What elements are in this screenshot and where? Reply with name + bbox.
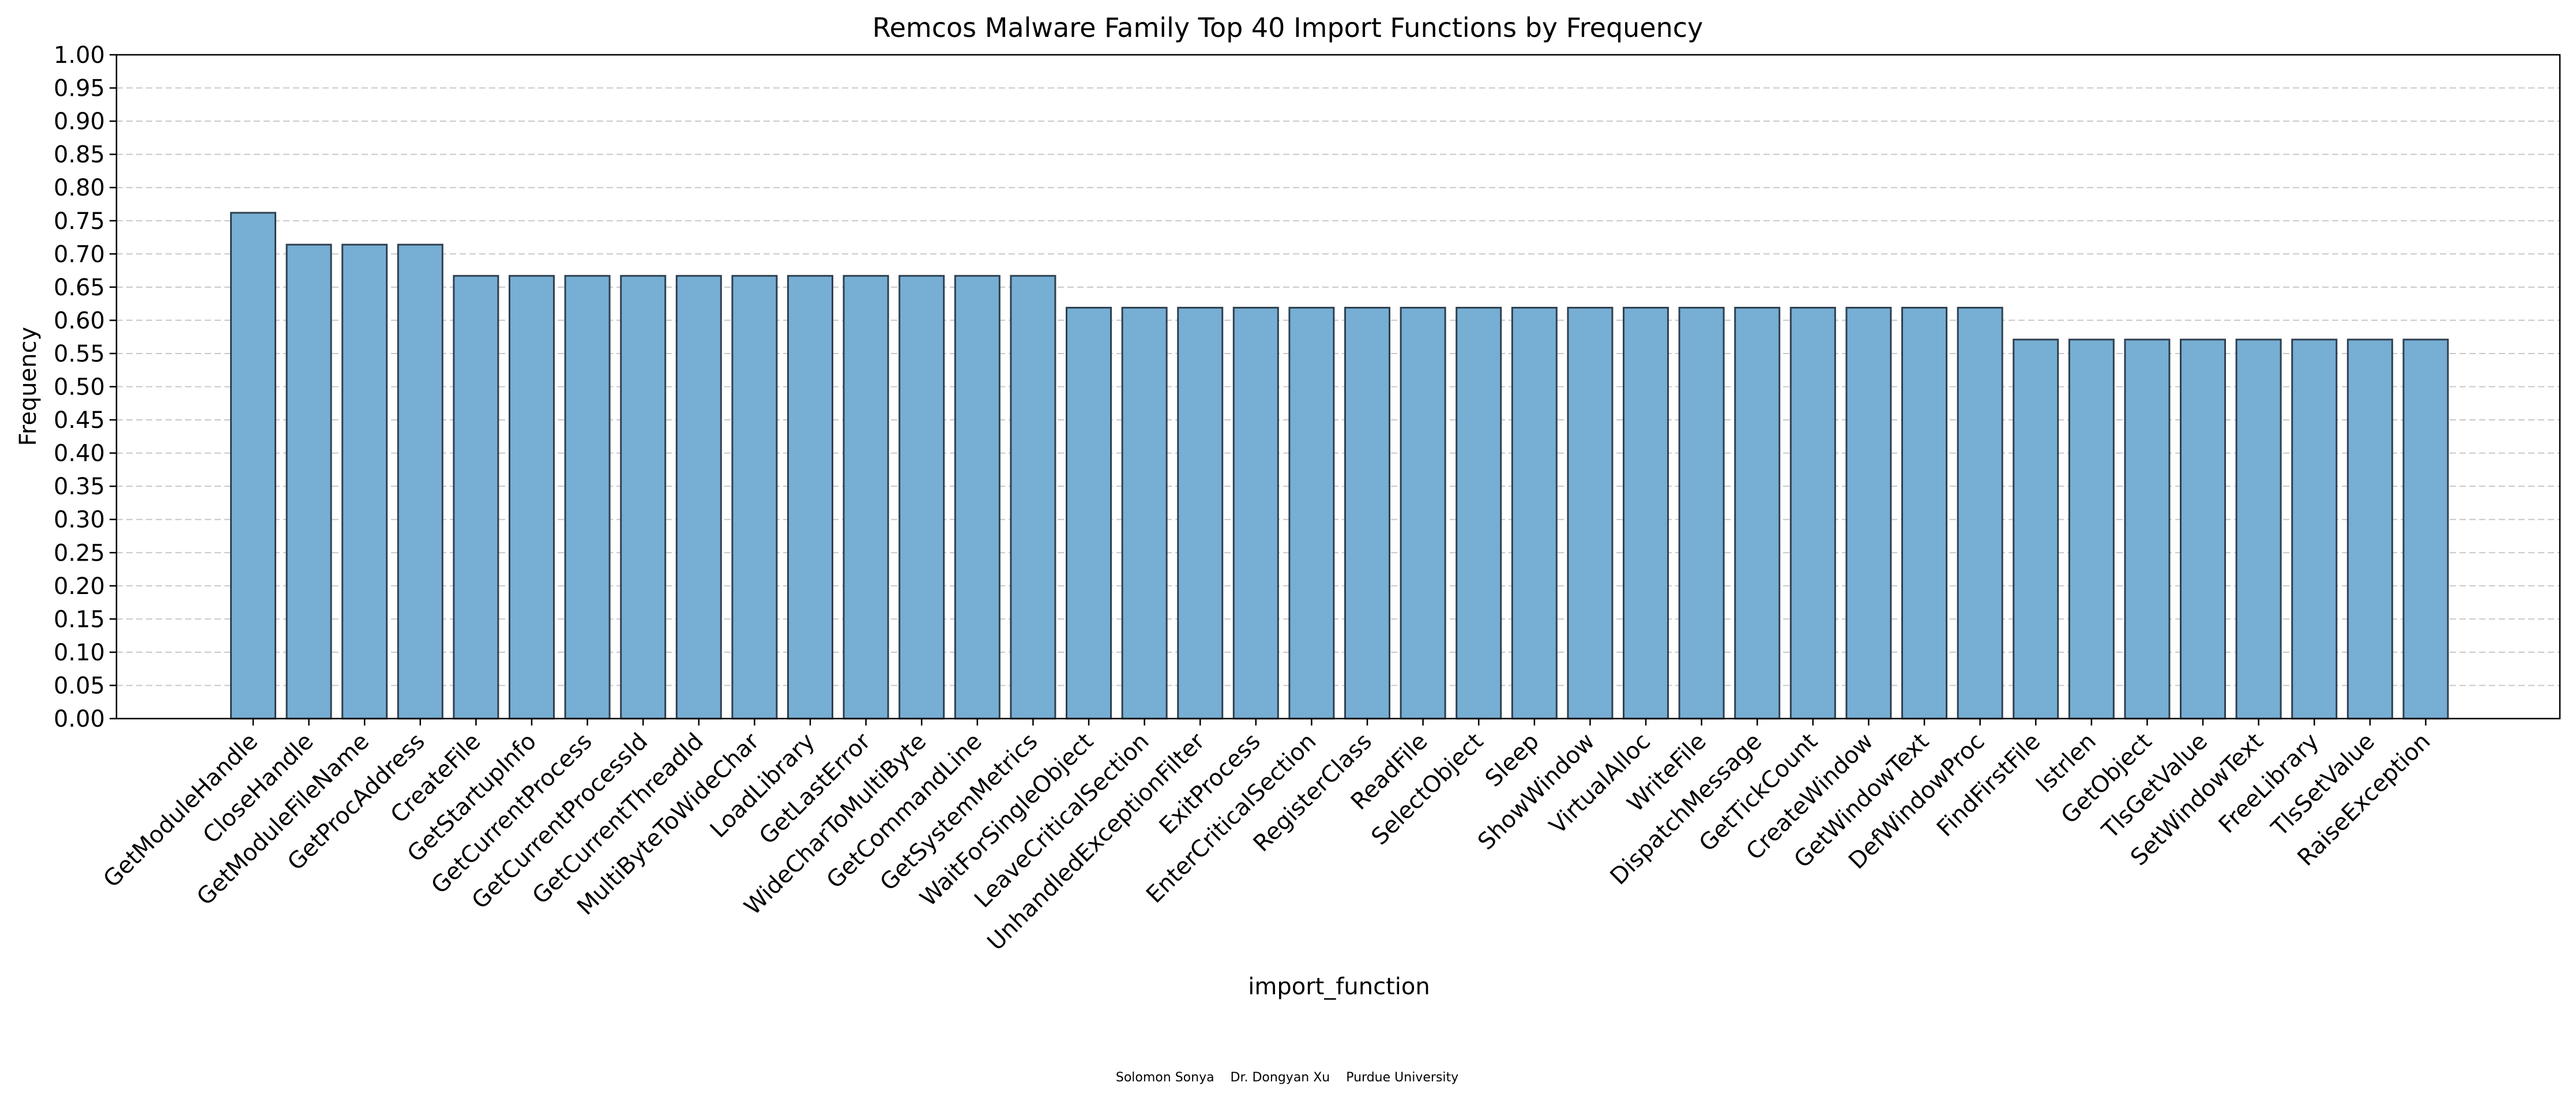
bar <box>1623 307 1669 720</box>
y-tick-label: 0.15 <box>54 606 105 633</box>
bar <box>1511 307 1558 720</box>
bar <box>2235 339 2282 720</box>
y-tick-label: 0.25 <box>54 540 105 566</box>
bar <box>1121 307 1168 720</box>
bar <box>1845 307 1892 720</box>
bar <box>1400 307 1446 720</box>
bar <box>1010 275 1056 720</box>
bar <box>731 275 778 720</box>
y-tick-label: 0.90 <box>54 108 105 135</box>
y-axis-ticks: 0.00 0.05 0.10 0.15 0.20 0.25 0.30 0.35 0.40 0.45… <box>54 42 116 732</box>
bar <box>453 275 499 720</box>
y-tick-label: 0.45 <box>54 407 105 434</box>
bar <box>230 212 276 720</box>
bar <box>1066 307 1112 720</box>
y-tick-label: 0.10 <box>54 640 105 666</box>
x-axis-label: import_function <box>1248 974 1430 1000</box>
bar <box>1232 307 1279 720</box>
bar <box>1734 307 1781 720</box>
bar <box>1344 307 1390 720</box>
y-tick-label: 0.20 <box>54 573 105 600</box>
bar <box>1456 307 1502 720</box>
bar <box>2346 339 2393 720</box>
y-tick-label: 0.00 <box>54 706 105 732</box>
y-tick-label: 0.05 <box>54 672 105 699</box>
bars <box>230 212 2449 720</box>
bar <box>954 275 1001 720</box>
bar <box>397 243 443 720</box>
bar <box>1957 307 2003 720</box>
bar <box>1288 307 1335 720</box>
bar <box>1789 307 1836 720</box>
y-tick-label: 0.50 <box>54 374 105 401</box>
bar <box>620 275 667 720</box>
bar <box>1901 307 1947 720</box>
credits-text: Solomon Sonya Dr. Dongyan Xu Purdue Univ… <box>1116 1070 1458 1085</box>
y-tick-label: 0.40 <box>54 441 105 467</box>
bar <box>285 243 332 720</box>
y-tick-label: 0.75 <box>54 208 105 235</box>
y-tick-label: 0.80 <box>54 175 105 201</box>
bar <box>2013 339 2059 720</box>
y-tick-label: 1.00 <box>54 42 105 69</box>
y-tick-label: 0.95 <box>54 76 105 102</box>
bar <box>843 275 889 720</box>
y-tick-label: 0.30 <box>54 507 105 533</box>
bar <box>2291 339 2338 720</box>
bar <box>898 275 945 720</box>
y-axis-label: Frequency <box>15 327 42 446</box>
bar <box>1678 307 1725 720</box>
y-tick-label: 0.60 <box>54 307 105 334</box>
bar <box>2180 339 2226 720</box>
bar <box>341 243 388 720</box>
bar <box>2068 339 2115 720</box>
bar <box>2124 339 2171 720</box>
y-tick-label: 0.35 <box>54 473 105 500</box>
bar <box>1567 307 1614 720</box>
bar <box>509 275 555 720</box>
bar <box>787 275 833 720</box>
chart-title: Remcos Malware Family Top 40 Import Func… <box>873 12 1703 43</box>
y-tick-label: 0.65 <box>54 275 105 301</box>
bar <box>2402 339 2449 720</box>
bar <box>564 275 611 720</box>
bar <box>1177 307 1224 720</box>
y-tick-label: 0.55 <box>54 341 105 367</box>
bar <box>675 275 722 720</box>
y-tick-label: 0.85 <box>54 142 105 168</box>
y-tick-label: 0.70 <box>54 241 105 268</box>
